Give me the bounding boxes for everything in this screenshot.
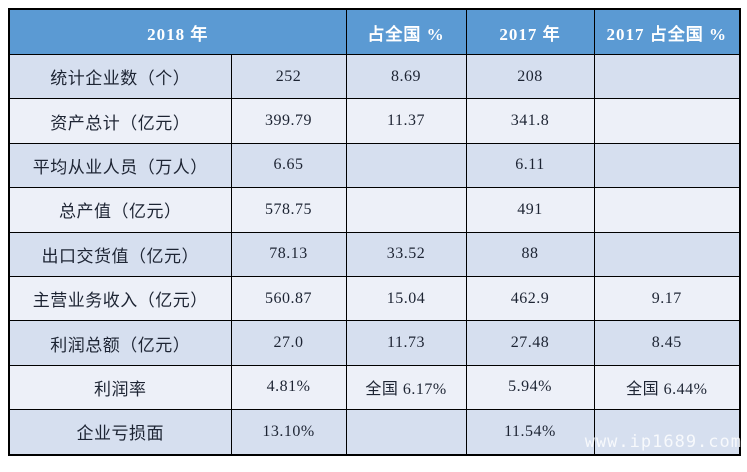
cell-2017-value: 88 (465, 231, 595, 277)
cell-2018-value: 399.79 (230, 98, 347, 144)
header-share-2018: 占全国 % (345, 8, 467, 55)
cell-2018-share: 11.73 (345, 320, 467, 366)
cell-2018-share (345, 409, 467, 456)
row-label: 利润率 (8, 364, 232, 411)
cell-2017-value: 6.11 (465, 142, 595, 189)
table-row: 平均从业人员（万人） 6.65 6.11 (8, 142, 741, 189)
cell-2018-value: 4.81% (230, 364, 347, 411)
cell-2017-value: 5.94% (465, 364, 595, 411)
table-row: 主营业务收入（亿元） 560.87 15.04 462.9 9.17 (8, 275, 741, 322)
cell-2017-share (593, 142, 741, 189)
table-row: 利润总额（亿元） 27.0 11.73 27.48 8.45 (8, 320, 741, 366)
cell-2017-value: 208 (465, 53, 595, 100)
header-row: 2018 年 占全国 % 2017 年 2017 占全国 % (8, 8, 741, 55)
cell-2017-value: 341.8 (465, 98, 595, 144)
cell-2018-value: 560.87 (230, 275, 347, 322)
cell-2017-share: 全国 6.44% (593, 364, 741, 411)
cell-2017-value: 462.9 (465, 275, 595, 322)
row-label: 统计企业数（个） (8, 53, 232, 100)
row-label: 平均从业人员（万人） (8, 142, 232, 189)
cell-2018-value: 78.13 (230, 231, 347, 277)
cell-2017-share (593, 53, 741, 100)
header-year-2017: 2017 年 (465, 8, 595, 55)
cell-2018-share (345, 142, 467, 189)
cell-2017-value: 27.48 (465, 320, 595, 366)
cell-2018-value: 578.75 (230, 187, 347, 233)
header-year-2018: 2018 年 (8, 8, 347, 55)
table-row: 利润率 4.81% 全国 6.17% 5.94% 全国 6.44% (8, 364, 741, 411)
cell-2018-value: 13.10% (230, 409, 347, 456)
table-row: 出口交货值（亿元） 78.13 33.52 88 (8, 231, 741, 277)
row-label: 企业亏损面 (8, 409, 232, 456)
cell-2017-share: 8.45 (593, 320, 741, 366)
cell-2017-share: 9.17 (593, 275, 741, 322)
row-label: 资产总计（亿元） (8, 98, 232, 144)
cell-2018-share (345, 187, 467, 233)
row-label: 主营业务收入（亿元） (8, 275, 232, 322)
cell-2018-share: 8.69 (345, 53, 467, 100)
cell-2018-value: 6.65 (230, 142, 347, 189)
cell-2018-share: 33.52 (345, 231, 467, 277)
cell-2017-value: 11.54% (465, 409, 595, 456)
row-label: 总产值（亿元） (8, 187, 232, 233)
header-share-2017: 2017 占全国 % (593, 8, 741, 55)
cell-2018-share: 11.37 (345, 98, 467, 144)
statistics-table: 2018 年 占全国 % 2017 年 2017 占全国 % 统计企业数（个） … (8, 8, 741, 456)
cell-2018-share: 全国 6.17% (345, 364, 467, 411)
cell-2018-share: 15.04 (345, 275, 467, 322)
cell-2018-value: 252 (230, 53, 347, 100)
row-label: 出口交货值（亿元） (8, 231, 232, 277)
cell-2018-value: 27.0 (230, 320, 347, 366)
cell-2017-share (593, 231, 741, 277)
table-row: 统计企业数（个） 252 8.69 208 (8, 53, 741, 100)
cell-2017-share (593, 409, 741, 456)
cell-2017-share (593, 187, 741, 233)
cell-2017-value: 491 (465, 187, 595, 233)
row-label: 利润总额（亿元） (8, 320, 232, 366)
cell-2017-share (593, 98, 741, 144)
table-row: 资产总计（亿元） 399.79 11.37 341.8 (8, 98, 741, 144)
table-row: 企业亏损面 13.10% 11.54% (8, 409, 741, 456)
table-row: 总产值（亿元） 578.75 491 (8, 187, 741, 233)
